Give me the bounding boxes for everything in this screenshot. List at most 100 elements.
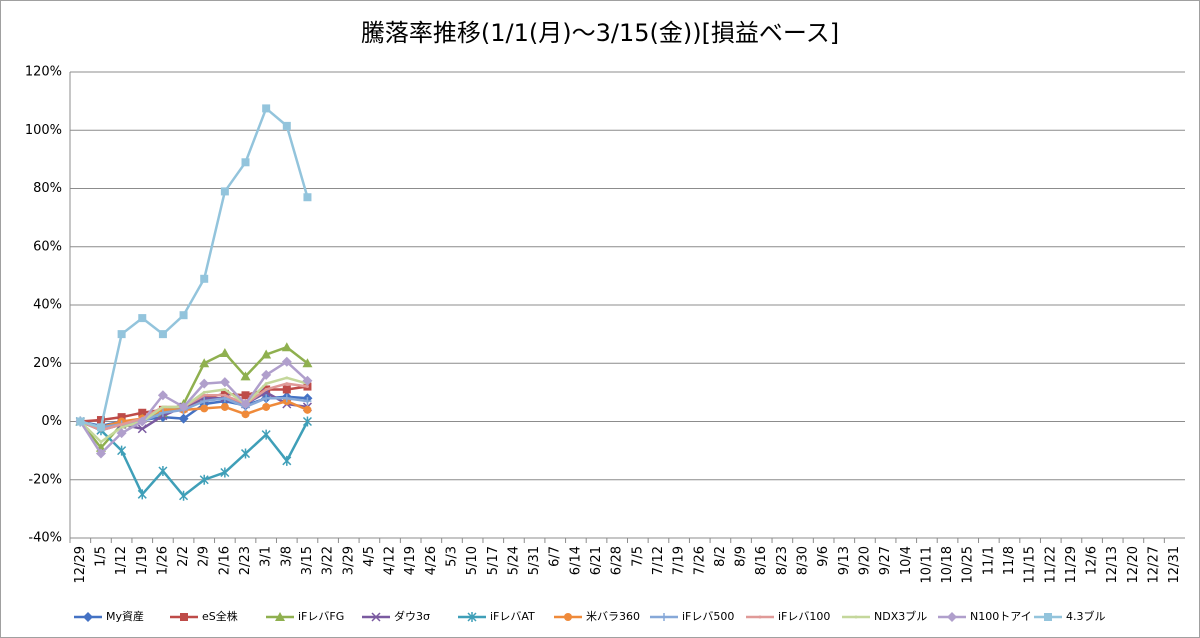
marker <box>200 397 209 406</box>
marker <box>241 391 250 400</box>
marker <box>158 466 168 477</box>
x-tick-label: 8/9 <box>734 546 749 567</box>
marker <box>240 399 251 410</box>
marker <box>223 393 227 397</box>
legend-label: iFレバFG <box>298 610 344 623</box>
x-tick-label: 10/11 <box>919 546 934 583</box>
x-tick-label: 5/10 <box>465 546 480 575</box>
marker <box>161 405 165 409</box>
marker <box>264 387 268 391</box>
marker <box>158 408 167 417</box>
marker <box>305 385 309 389</box>
x-tick-label: 11/22 <box>1043 546 1058 583</box>
x-tick-label: 11/29 <box>1064 546 1079 583</box>
marker <box>261 429 271 440</box>
marker <box>200 404 209 413</box>
x-tick-label: 9/13 <box>837 546 852 575</box>
marker <box>240 371 251 381</box>
marker <box>157 390 168 401</box>
marker <box>282 455 292 466</box>
y-tick-label: -40% <box>28 531 62 546</box>
marker <box>241 158 250 167</box>
marker <box>282 121 291 130</box>
x-tick-label: 10/18 <box>940 546 955 583</box>
marker <box>220 402 229 411</box>
legend-label: My資産 <box>106 610 144 623</box>
x-tick-label: 7/12 <box>651 546 666 575</box>
marker <box>281 342 292 352</box>
y-tick-label: 60% <box>33 239 62 254</box>
y-tick-label: 0% <box>41 414 62 429</box>
legend-marker <box>854 615 858 619</box>
marker <box>285 376 289 380</box>
x-tick-label: 4/5 <box>362 546 377 567</box>
x-tick-label: 7/26 <box>692 546 707 575</box>
x-tick-label: 12/20 <box>1126 546 1141 583</box>
legend-marker <box>467 612 477 622</box>
legend-marker <box>660 613 668 621</box>
legend-label: iFレバAT <box>490 610 535 623</box>
x-tick-label: 1/5 <box>93 546 108 567</box>
y-tick-label: 20% <box>33 356 62 371</box>
marker <box>262 394 271 403</box>
x-tick-label: 4/19 <box>403 546 418 575</box>
marker <box>220 187 229 196</box>
marker <box>116 428 127 439</box>
x-tick-label: 4/12 <box>383 546 398 575</box>
legend-label: NDX3ブル <box>874 609 927 623</box>
marker <box>117 330 126 339</box>
x-tick-label: 12/31 <box>1167 546 1182 583</box>
x-tick-label: 9/27 <box>878 546 893 575</box>
legend-marker <box>83 612 93 622</box>
x-tick-label: 7/5 <box>630 546 645 567</box>
x-tick-label: 3/29 <box>341 546 356 575</box>
x-tick-label: 7/19 <box>672 546 687 575</box>
series-line <box>79 376 308 444</box>
legend-label: ダウ3σ <box>394 609 430 623</box>
legend-marker <box>564 613 572 621</box>
marker <box>262 104 271 113</box>
marker <box>199 378 210 389</box>
y-tick-label: 40% <box>33 298 62 313</box>
legend-marker <box>180 613 188 621</box>
x-tick-label: 3/1 <box>259 546 274 567</box>
marker <box>261 369 272 380</box>
x-tick-label: 10/25 <box>961 546 976 583</box>
marker <box>282 385 291 394</box>
marker <box>199 358 210 368</box>
x-tick-label: 6/7 <box>548 546 563 567</box>
x-tick-label: 5/17 <box>486 546 501 575</box>
legend-marker <box>275 612 285 621</box>
marker <box>117 445 127 456</box>
marker <box>302 358 313 368</box>
marker <box>264 382 268 386</box>
legend-label: eS全株 <box>202 609 238 623</box>
marker <box>178 401 189 412</box>
x-tick-label: 2/9 <box>197 546 212 567</box>
x-tick-label: 6/21 <box>589 546 604 575</box>
y-tick-label: 80% <box>33 181 62 196</box>
marker <box>120 422 124 426</box>
x-tick-label: 11/8 <box>1002 546 1017 575</box>
marker <box>99 440 103 444</box>
marker <box>262 402 271 411</box>
marker <box>303 405 312 414</box>
legend-label: iFレバ100 <box>778 610 830 623</box>
x-tick-label: 5/31 <box>527 546 542 575</box>
marker <box>137 489 147 500</box>
marker <box>281 356 292 367</box>
y-tick-label: -20% <box>28 472 62 487</box>
x-tick-label: 8/23 <box>775 546 790 575</box>
marker <box>138 408 147 417</box>
marker <box>202 390 206 394</box>
x-tick-label: 3/15 <box>300 546 315 575</box>
x-tick-label: 3/22 <box>321 546 336 575</box>
marker <box>200 274 209 283</box>
marker <box>202 393 206 397</box>
x-tick-label: 8/30 <box>796 546 811 575</box>
x-tick-label: 11/1 <box>981 546 996 575</box>
marker <box>261 349 272 359</box>
legend-label: iFレバ500 <box>682 610 734 623</box>
